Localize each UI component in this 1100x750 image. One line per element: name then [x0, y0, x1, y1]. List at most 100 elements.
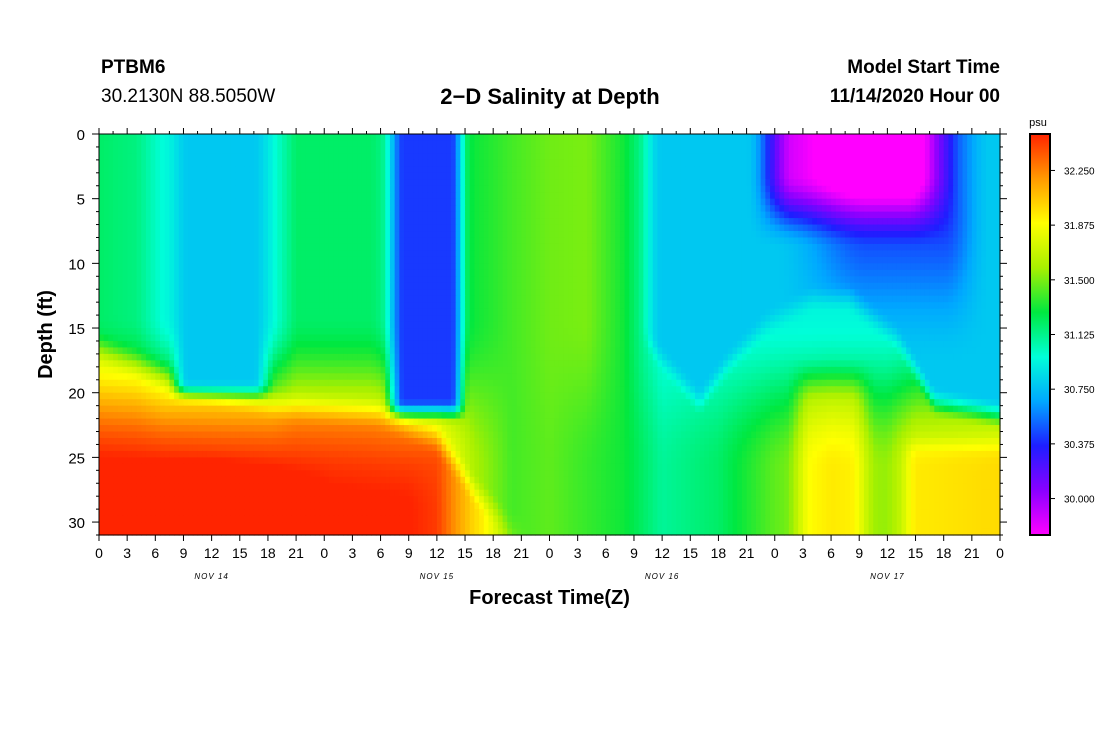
heatmap-cell: [859, 276, 865, 284]
heatmap-cell: [685, 211, 691, 219]
heatmap-cell: [863, 192, 870, 200]
heatmap-cell: [497, 172, 504, 180]
heatmap-cell: [793, 205, 799, 213]
heatmap-cell: [99, 243, 105, 252]
heatmap-cell: [558, 263, 565, 271]
heatmap-cell: [723, 289, 729, 297]
heatmap-cell: [310, 153, 316, 161]
heatmap-cell: [385, 211, 391, 219]
heatmap-cell: [770, 256, 776, 264]
heatmap-cell: [643, 198, 649, 206]
heatmap-cell: [263, 282, 269, 290]
heatmap-cell: [465, 198, 471, 206]
heatmap-cell: [216, 256, 222, 264]
heatmap-cell: [784, 237, 790, 245]
heatmap-cell: [131, 243, 138, 252]
heatmap-cell: [976, 192, 982, 200]
heatmap-cell: [676, 231, 682, 239]
heatmap-cell: [643, 276, 649, 284]
heatmap-cell: [432, 185, 438, 193]
heatmap-cell: [239, 243, 246, 252]
heatmap-cell: [990, 185, 996, 193]
heatmap-cell: [366, 185, 372, 193]
heatmap-cell: [436, 276, 443, 284]
heatmap-cell: [413, 237, 419, 245]
heatmap-cell: [863, 205, 870, 213]
heatmap-cell: [652, 276, 659, 284]
heatmap-cell: [249, 140, 255, 148]
heatmap-cell: [666, 256, 673, 264]
heatmap-cell: [183, 159, 189, 167]
heatmap-cell: [249, 185, 255, 193]
heatmap-cell: [488, 166, 494, 174]
heatmap-cell: [877, 282, 884, 290]
heatmap-cell: [741, 192, 748, 200]
heatmap-cell: [432, 205, 438, 213]
heatmap-cell: [178, 256, 185, 264]
heatmap-cell: [746, 231, 752, 239]
heatmap-cell: [404, 243, 410, 252]
heatmap-cell: [967, 250, 973, 258]
heatmap-cell: [910, 185, 917, 193]
heatmap-cell: [760, 153, 766, 161]
heatmap-cell: [910, 282, 917, 290]
heatmap-cell: [755, 205, 762, 213]
heatmap-cell: [164, 237, 170, 245]
heatmap-cell: [652, 224, 659, 232]
heatmap-cell: [962, 224, 968, 232]
heatmap-cell: [408, 172, 415, 180]
heatmap-cell: [929, 140, 935, 148]
heatmap-cell: [906, 134, 912, 142]
heatmap-cell: [300, 153, 307, 161]
heatmap-cell: [314, 289, 321, 297]
heatmap-cell: [408, 289, 415, 297]
heatmap-cell: [812, 134, 818, 142]
heatmap-cell: [680, 256, 687, 264]
heatmap-cell: [694, 211, 701, 219]
heatmap-cell: [455, 276, 461, 284]
heatmap-cell: [446, 140, 452, 148]
heatmap-cell: [802, 192, 809, 200]
heatmap-cell: [357, 172, 363, 180]
heatmap-cell: [357, 243, 363, 252]
heatmap-cell: [887, 166, 893, 174]
heatmap-cell: [436, 159, 443, 167]
heatmap-cell: [253, 159, 260, 167]
heatmap-cell: [507, 134, 513, 142]
heatmap-cell: [671, 140, 677, 148]
heatmap-cell: [164, 172, 170, 180]
heatmap-cell: [230, 192, 236, 200]
heatmap-cell: [676, 263, 682, 271]
heatmap-cell: [563, 211, 569, 219]
heatmap-cell: [995, 295, 1001, 303]
heatmap-cell: [568, 211, 574, 219]
heatmap-cell: [633, 140, 640, 148]
heatmap-cell: [868, 140, 874, 148]
heatmap-cell: [671, 237, 677, 245]
heatmap-cell: [352, 289, 358, 297]
heatmap-cell: [882, 218, 888, 226]
heatmap-cell: [816, 276, 823, 284]
heatmap-cell: [314, 192, 321, 200]
heatmap-cell: [174, 153, 180, 161]
heatmap-cell: [624, 231, 630, 239]
heatmap-cell: [873, 224, 879, 232]
heatmap-cell: [680, 192, 687, 200]
heatmap-cell: [291, 211, 297, 219]
heatmap-cell: [821, 250, 827, 258]
heatmap-cell: [732, 198, 738, 206]
heatmap-cell: [333, 140, 339, 148]
heatmap-cell: [849, 243, 856, 252]
heatmap-cell: [906, 179, 912, 187]
heatmap-cell: [188, 243, 194, 252]
heatmap-cell: [263, 198, 269, 206]
heatmap-cell: [516, 289, 522, 297]
heatmap-cell: [277, 263, 283, 271]
heatmap-cell: [155, 218, 161, 226]
heatmap-cell: [113, 146, 119, 155]
heatmap-cell: [206, 146, 213, 155]
heatmap-cell: [948, 243, 954, 252]
heatmap-cell: [324, 243, 330, 252]
heatmap-cell: [483, 263, 490, 271]
heatmap-cell: [887, 263, 893, 271]
